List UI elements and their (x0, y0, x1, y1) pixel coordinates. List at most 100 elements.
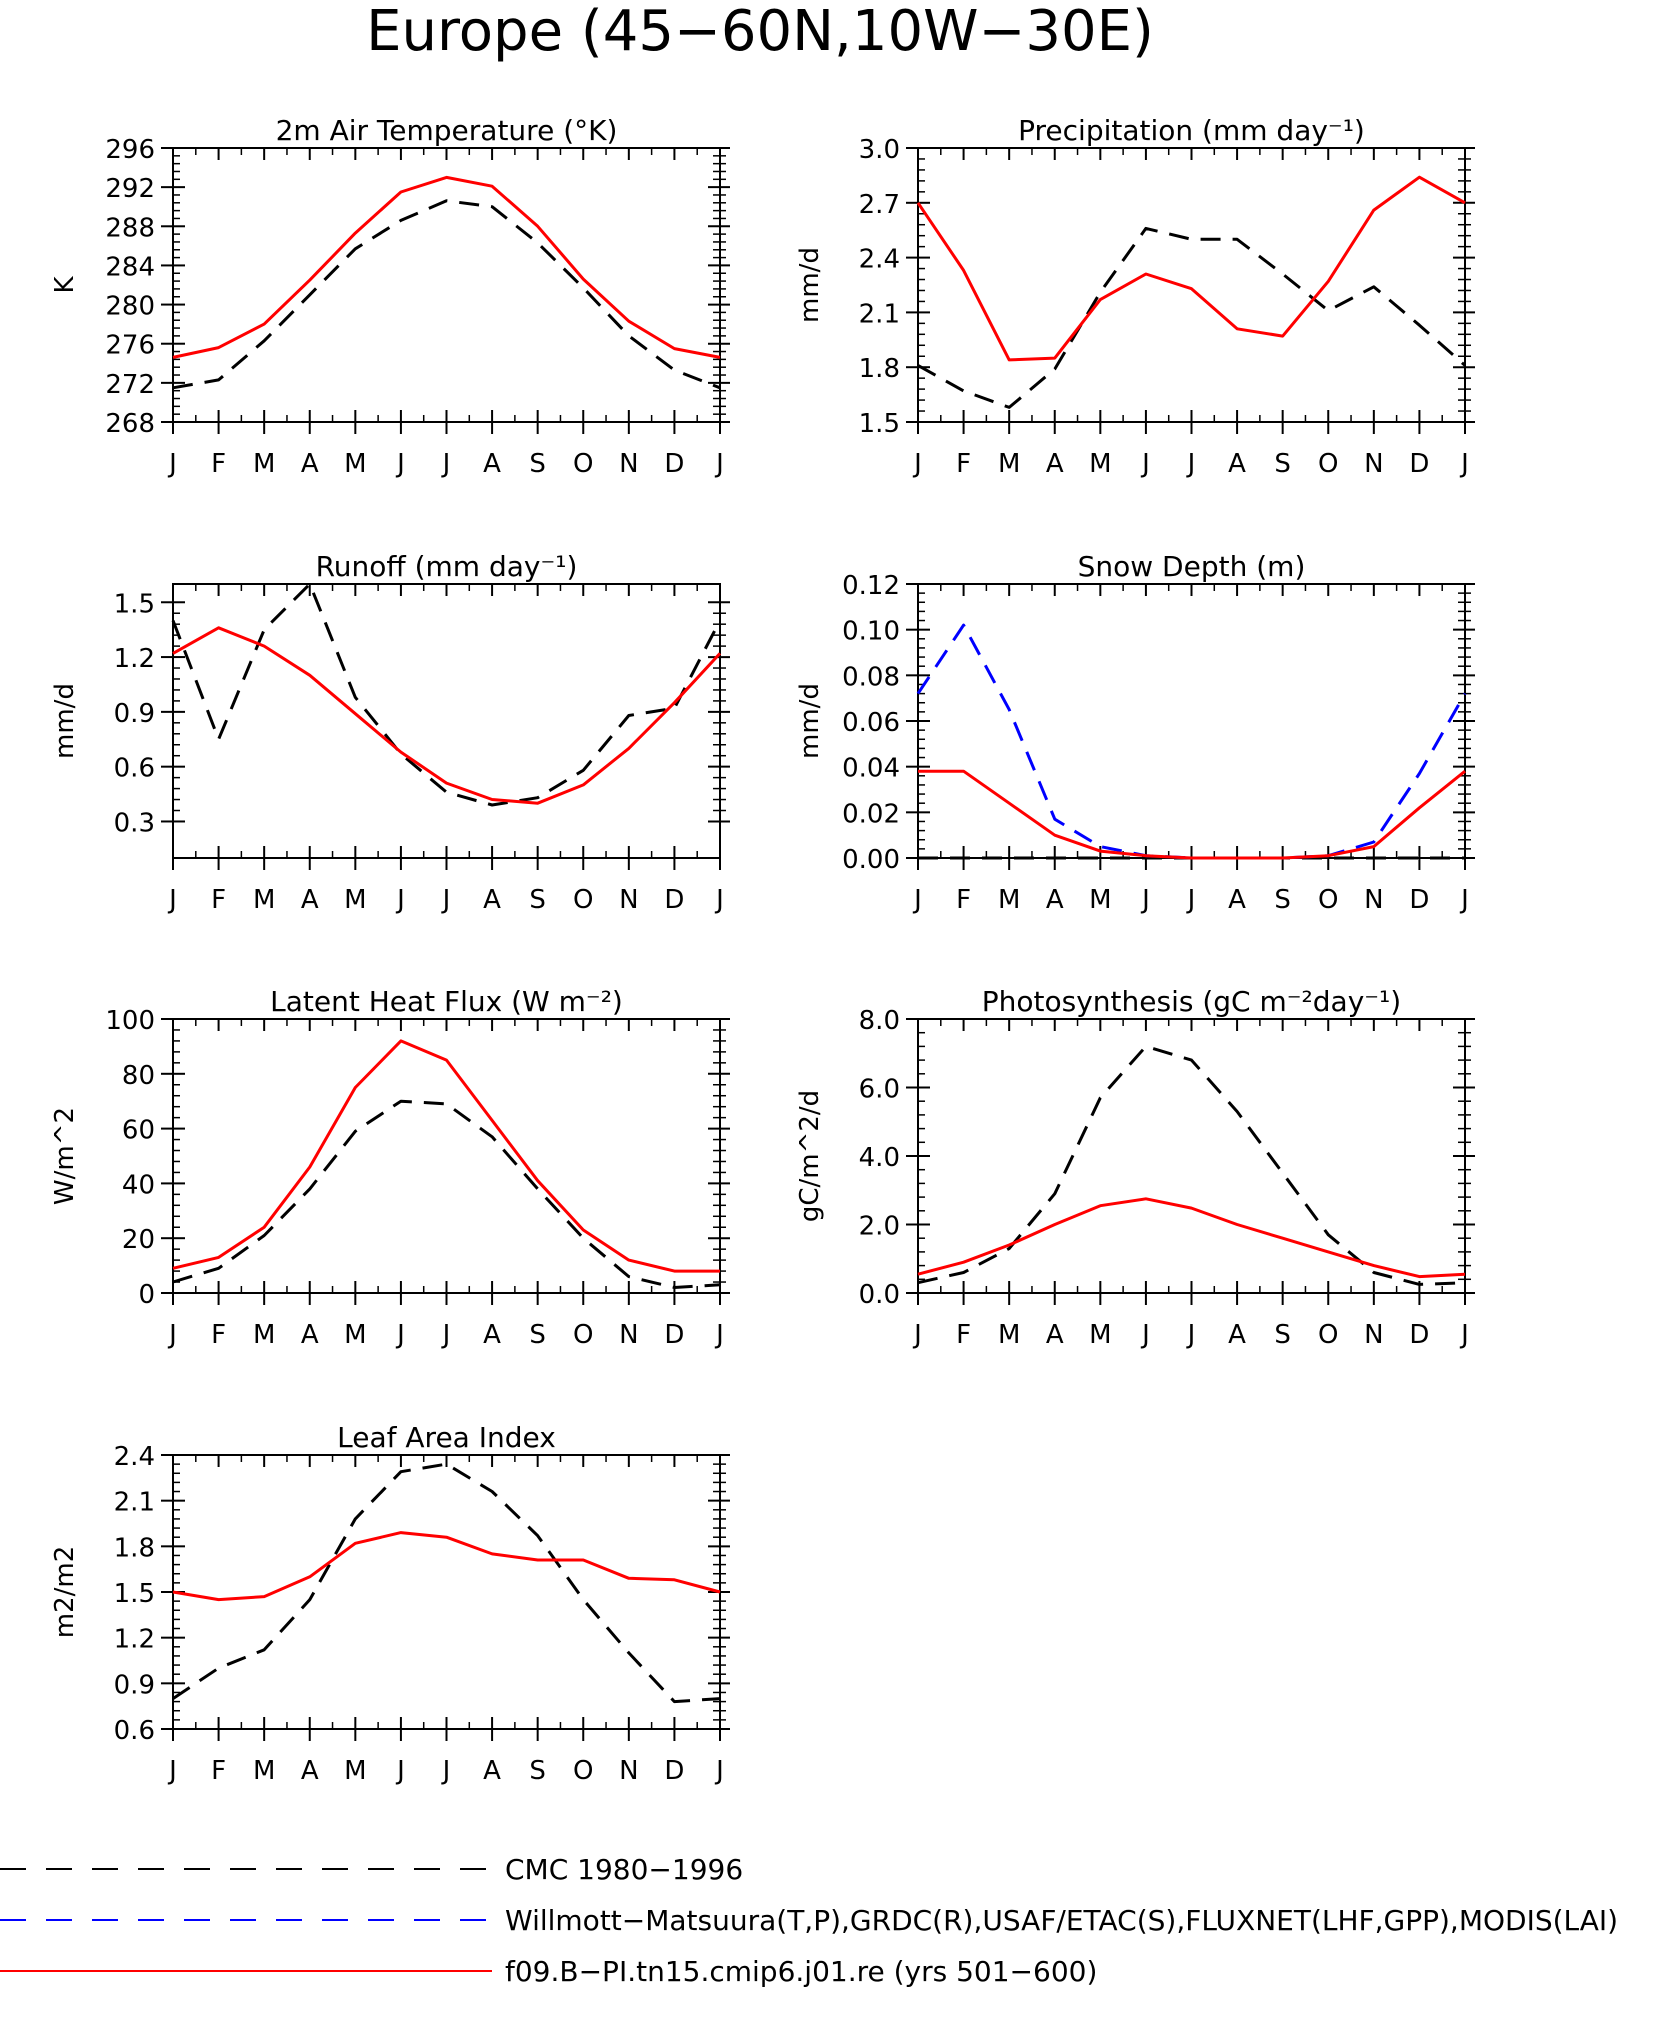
x-tick-label: J (714, 1756, 724, 1786)
y-tick-label: 2.7 (859, 190, 900, 220)
x-tick-label: J (395, 1756, 405, 1786)
x-tick-label: J (1186, 449, 1196, 479)
x-tick-label: J (395, 1320, 405, 1350)
x-tick-label: M (344, 885, 366, 915)
x-tick-label: J (167, 885, 177, 915)
panel-title: Photosynthesis (gC m⁻²day⁻¹) (982, 985, 1401, 1018)
x-tick-label: M (344, 449, 366, 479)
y-axis-label: m2/m2 (50, 1546, 80, 1639)
x-tick-label: O (1318, 449, 1338, 479)
x-tick-label: J (714, 449, 724, 479)
x-tick-label: J (1186, 885, 1196, 915)
y-tick-label: 0.02 (842, 799, 900, 829)
panel-title: Precipitation (mm day⁻¹) (1018, 114, 1365, 147)
y-tick-label: 0.04 (842, 754, 900, 784)
y-tick-label: 1.5 (114, 589, 155, 619)
y-tick-label: 100 (105, 1006, 155, 1036)
series-line-obs (171, 582, 722, 807)
x-tick-label: F (211, 885, 226, 915)
series-line-obs (917, 226, 1466, 409)
x-tick-label: O (573, 1320, 593, 1350)
x-tick-label: F (211, 1756, 226, 1786)
y-tick-label: 0.6 (114, 1716, 155, 1746)
y-tick-label: 0.9 (114, 1670, 155, 1700)
series-line-model (172, 626, 722, 805)
y-tick-label: 296 (105, 135, 155, 165)
x-tick-label: A (1228, 885, 1246, 915)
x-tick-label: D (664, 1320, 684, 1350)
x-tick-label: O (573, 449, 593, 479)
panel-title: Latent Heat Flux (W m⁻²) (270, 985, 623, 1018)
plot-frame (172, 1454, 721, 1730)
x-tick-label: D (1409, 885, 1429, 915)
y-axis-label: gC/m^2/d (795, 1090, 825, 1222)
y-tick-label: 6.0 (859, 1075, 900, 1105)
x-tick-label: O (1318, 1320, 1338, 1350)
x-tick-label: M (998, 885, 1020, 915)
x-tick-label: J (395, 885, 405, 915)
x-tick-label: M (344, 1320, 366, 1350)
y-tick-label: 1.5 (859, 409, 900, 439)
series-line-model (172, 1039, 720, 1273)
figure-title: Europe (45−60N,10W−30E) (366, 0, 1154, 64)
x-tick-label: J (441, 885, 451, 915)
x-tick-label: D (664, 1756, 684, 1786)
y-axis-label: K (50, 276, 80, 294)
series-line-obs_alt (916, 623, 1467, 860)
y-tick-label: 0.08 (842, 662, 900, 692)
legend-item-obs_alt: Willmott−Matsuura(T,P),GRDC(R),USAF/ETAC… (0, 1904, 1618, 1937)
x-tick-label: N (1364, 1320, 1383, 1350)
x-tick-label: M (253, 1756, 275, 1786)
y-tick-label: 0.12 (842, 571, 900, 601)
x-tick-label: S (529, 1756, 546, 1786)
x-tick-label: J (167, 449, 177, 479)
x-tick-label: S (529, 1320, 546, 1350)
x-tick-label: O (573, 885, 593, 915)
x-tick-label: A (1046, 449, 1064, 479)
y-tick-label: 284 (105, 252, 155, 282)
x-tick-label: J (1140, 1320, 1150, 1350)
series-line-obs (917, 1044, 1466, 1286)
x-tick-label: J (912, 449, 922, 479)
x-tick-label: J (714, 1320, 724, 1350)
y-tick-label: 0.6 (114, 754, 155, 784)
x-tick-label: A (1046, 1320, 1064, 1350)
legend-label: Willmott−Matsuura(T,P),GRDC(R),USAF/ETAC… (505, 1904, 1618, 1937)
y-tick-label: 1.2 (114, 644, 155, 674)
x-tick-label: M (253, 885, 275, 915)
x-tick-label: J (167, 1756, 177, 1786)
x-tick-label: S (1274, 885, 1291, 915)
x-tick-label: A (301, 449, 319, 479)
plot-frame (917, 583, 1466, 859)
x-tick-label: D (664, 885, 684, 915)
x-tick-label: J (714, 885, 724, 915)
series-line-model (918, 769, 1466, 860)
y-tick-label: 0.10 (842, 617, 900, 647)
x-tick-label: S (529, 885, 546, 915)
y-tick-label: 0.3 (114, 808, 155, 838)
x-tick-label: J (441, 449, 451, 479)
x-tick-label: A (483, 1320, 501, 1350)
series-line-obs (172, 199, 721, 390)
panel-4: Snow Depth (m)mm/dJ F M A M J J A S O N D J0.000.020… (795, 550, 1475, 915)
y-tick-label: 2.1 (114, 1488, 155, 1518)
y-tick-label: 2.1 (859, 299, 900, 329)
y-tick-label: 276 (105, 331, 155, 361)
x-tick-label: F (956, 1320, 971, 1350)
x-tick-label: A (301, 1320, 319, 1350)
y-tick-label: 3.0 (859, 135, 900, 165)
x-tick-label: A (1228, 1320, 1246, 1350)
panel-5: Latent Heat Flux (W m⁻²)W/m^2J F M A M J J A S O N… (50, 985, 730, 1350)
panel-1: 2m Air Temperature (°K)KJ F M A M J J A S O N D J268… (50, 114, 730, 479)
x-tick-label: S (1274, 1320, 1291, 1350)
x-tick-label: J (912, 1320, 922, 1350)
x-tick-label: A (1228, 449, 1246, 479)
legend-label: f09.B−PI.tn15.cmip6.j01.re (yrs 501−600) (505, 1955, 1097, 1988)
x-tick-label: O (1318, 885, 1338, 915)
y-axis-label: mm/d (795, 683, 825, 759)
x-tick-label: D (664, 449, 684, 479)
y-tick-label: 272 (105, 370, 155, 400)
x-tick-label: J (1186, 1320, 1196, 1350)
